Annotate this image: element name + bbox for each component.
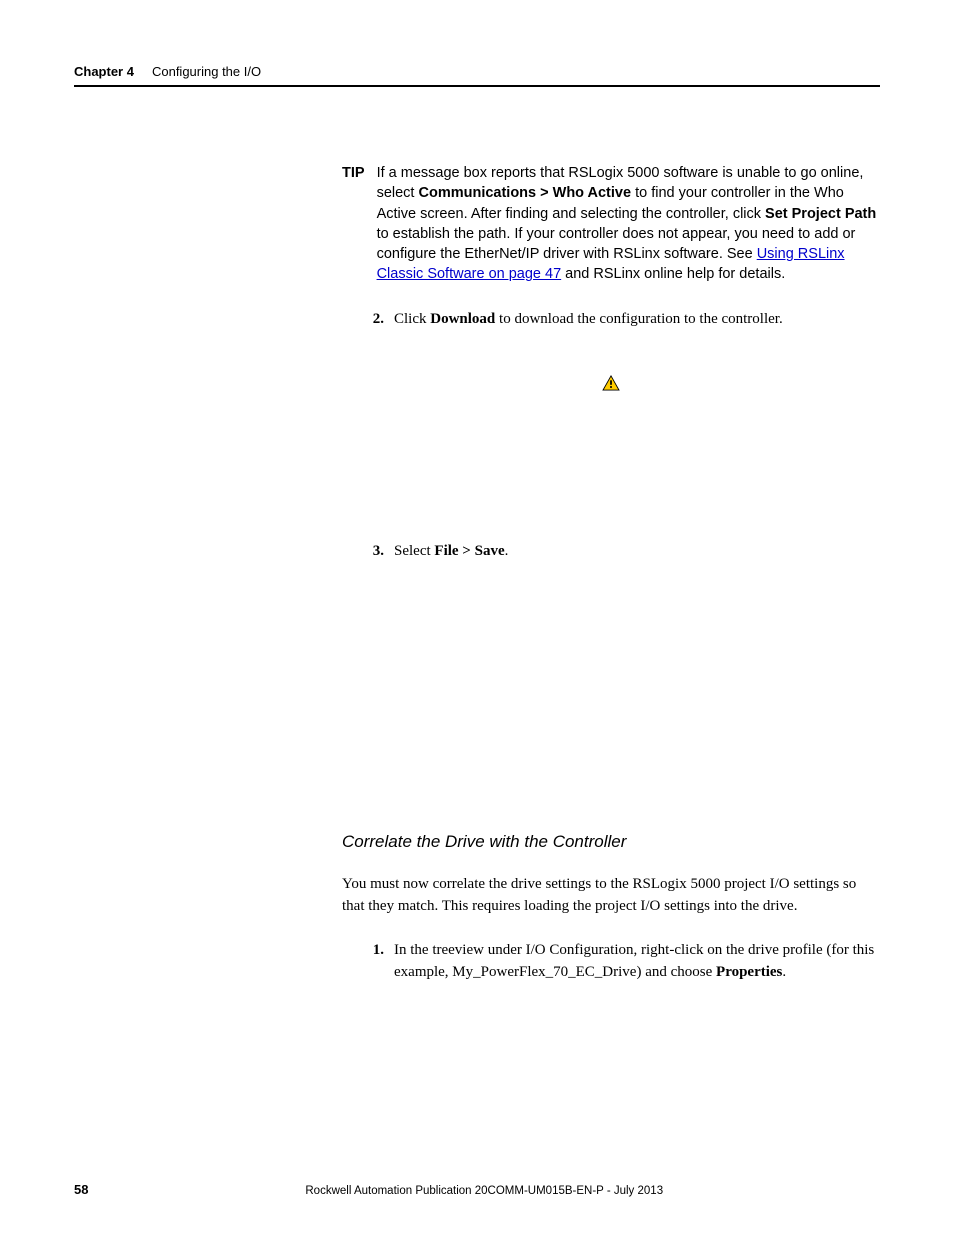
body-content: TIP If a message box reports that RSLogi…: [342, 163, 880, 983]
tip-bold-1: Communications > Who Active: [418, 185, 631, 201]
page-number: 58: [74, 1182, 88, 1197]
step-3: 3. Select File > Save.: [366, 541, 880, 563]
step-1-bold: Properties: [716, 964, 782, 980]
step-1-post: .: [782, 964, 786, 980]
step-3-pre: Select: [394, 543, 434, 559]
paragraph: You must now correlate the drive setting…: [342, 874, 880, 918]
chapter-label: Chapter 4: [74, 64, 134, 79]
tip-text-4: and RSLinx online help for details.: [561, 266, 785, 282]
step-2-number: 2.: [366, 309, 384, 331]
step-3-post: .: [505, 543, 509, 559]
step-3-number: 3.: [366, 541, 384, 563]
step-2-bold: Download: [430, 311, 495, 327]
tip-block: TIP If a message box reports that RSLogi…: [342, 163, 880, 285]
tip-label: TIP: [342, 163, 365, 285]
footer: 58 Rockwell Automation Publication 20COM…: [74, 1182, 880, 1197]
chapter-title: Configuring the I/O: [152, 64, 261, 79]
step-2-post: to download the configuration to the con…: [495, 311, 782, 327]
warning-icon: [602, 375, 620, 391]
page: Chapter 4 Configuring the I/O TIP If a m…: [0, 0, 954, 1235]
subheading: Correlate the Drive with the Controller: [342, 832, 880, 852]
tip-bold-2: Set Project Path: [765, 206, 876, 222]
tip-body: If a message box reports that RSLogix 50…: [377, 163, 880, 285]
publication-id: Rockwell Automation Publication 20COMM-U…: [88, 1185, 880, 1197]
running-header: Chapter 4 Configuring the I/O: [74, 64, 880, 87]
step-3-bold: File > Save: [434, 543, 504, 559]
step-1-pre: In the treeview under I/O Configuration,…: [394, 942, 874, 980]
warning-row: [342, 375, 880, 391]
step-3-text: Select File > Save.: [394, 541, 508, 563]
step-2: 2. Click Download to download the config…: [366, 309, 880, 331]
step-2-text: Click Download to download the configura…: [394, 309, 783, 331]
step-1: 1. In the treeview under I/O Configurati…: [366, 940, 880, 984]
step-2-pre: Click: [394, 311, 430, 327]
step-1-text: In the treeview under I/O Configuration,…: [394, 940, 880, 984]
step-1-number: 1.: [366, 940, 384, 984]
